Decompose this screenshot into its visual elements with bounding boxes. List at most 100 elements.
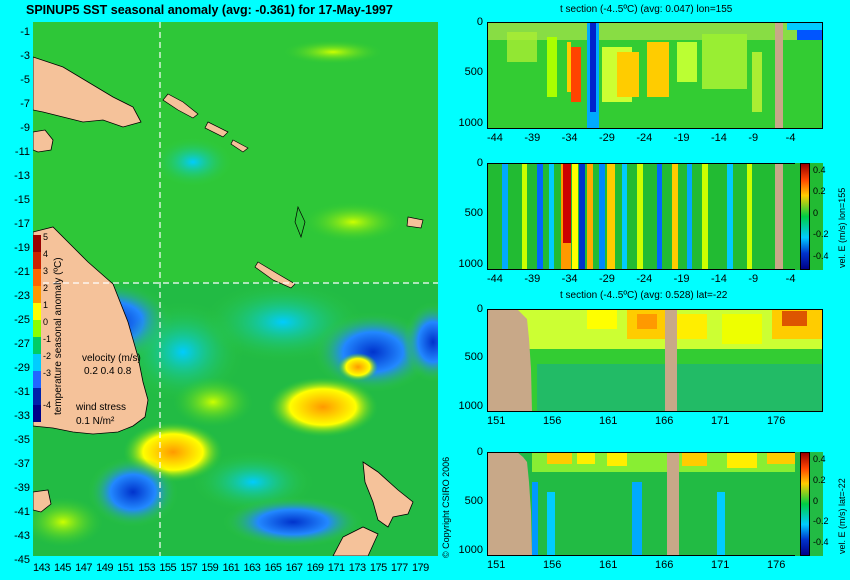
panel2-x-tick: -34 bbox=[561, 273, 578, 285]
lat-tick-label: -11 bbox=[14, 146, 30, 158]
cbar-tick: 0 bbox=[43, 317, 49, 327]
panel-vel-lat22[interactable] bbox=[487, 452, 795, 556]
panel4-svg bbox=[487, 452, 795, 556]
lon-tick-label: 163 bbox=[243, 562, 261, 574]
lon-tick-label: 155 bbox=[159, 562, 177, 574]
panel1-x-tick: -34 bbox=[561, 132, 578, 144]
lat-tick-label: -3 bbox=[20, 50, 30, 62]
cbar-tick: -4 bbox=[43, 400, 52, 410]
lon-tick-label: 171 bbox=[327, 562, 345, 574]
lat-tick-label: -45 bbox=[14, 554, 30, 566]
panel2-x-tick: -4 bbox=[785, 273, 796, 285]
lat-tick-label: -37 bbox=[14, 458, 30, 470]
panel4-colorbar-tick: 0 bbox=[813, 495, 819, 506]
panel2-svg bbox=[487, 163, 795, 270]
new-zealand-land bbox=[362, 461, 414, 528]
panel2-x-tick: -24 bbox=[636, 273, 653, 285]
panel3-y-tick: 0 bbox=[476, 303, 483, 315]
panel2-y-tick: 0 bbox=[476, 157, 483, 169]
lat-tick-label: -5 bbox=[20, 74, 30, 86]
panel2-colorbar-tick: 0 bbox=[813, 207, 819, 218]
lat-tick-label: -15 bbox=[14, 194, 30, 206]
panel2-colorbar-tick: 0.2 bbox=[813, 186, 826, 197]
panel2-y-tick: 1000 bbox=[458, 257, 483, 270]
lon-tick-label: 169 bbox=[306, 562, 324, 574]
panel-temp-lon155[interactable] bbox=[487, 22, 823, 129]
lat-tick-label: -35 bbox=[14, 434, 30, 446]
panel4-colorbar-tick: -0.4 bbox=[813, 537, 829, 548]
cbar-tick: 2 bbox=[43, 283, 49, 293]
cbar-tick: 4 bbox=[43, 249, 49, 259]
panel4-x-tick: 171 bbox=[711, 559, 730, 571]
panel2-x-tick: -29 bbox=[599, 273, 615, 285]
panel1-x-tick: -29 bbox=[599, 132, 615, 144]
lat-tick-label: -19 bbox=[14, 242, 30, 254]
main-title: SPINUP5 SST seasonal anomaly (avg: -0.36… bbox=[26, 3, 393, 17]
map-colorbar-label: temperature seasonal anomaly (ºC) bbox=[53, 257, 64, 415]
new-guinea-land bbox=[33, 56, 142, 128]
panel1-y-tick: 1000 bbox=[458, 116, 483, 129]
lon-tick-label: 167 bbox=[285, 562, 303, 574]
panel4-side-label: vel. E (m/s) lat=-22 bbox=[837, 478, 847, 554]
lon-tick-label: 145 bbox=[54, 562, 71, 574]
panel2-x-tick: -9 bbox=[748, 273, 759, 285]
cbar-tick: 5 bbox=[43, 232, 49, 242]
lat-tick-label: -1 bbox=[20, 26, 30, 38]
lon-tick-label: 147 bbox=[75, 562, 92, 574]
lon-tick-label: 143 bbox=[33, 562, 50, 574]
panel3-x-tick: 151 bbox=[487, 415, 506, 427]
lat-tick-label: -39 bbox=[14, 482, 30, 494]
australia-land bbox=[33, 226, 149, 435]
panel4-x-tick: 156 bbox=[543, 559, 562, 571]
panel2-x-tick: -14 bbox=[711, 273, 727, 285]
panel3-x-tick: 166 bbox=[655, 415, 674, 427]
wind-stress-scale: 0.1 N/m² bbox=[76, 416, 115, 427]
cbar-tick: 1 bbox=[43, 300, 49, 310]
panel1-y-tick: 0 bbox=[476, 16, 483, 28]
sst-map-svg bbox=[33, 22, 438, 556]
panel4-colorbar-tick: 0.4 bbox=[813, 454, 826, 464]
panel-vel-lon155[interactable] bbox=[487, 163, 795, 270]
cbar-tick: -1 bbox=[43, 334, 52, 344]
panel3-x-tick: 161 bbox=[599, 415, 618, 427]
panel2-colorbar bbox=[800, 163, 810, 270]
lon-tick-label: 153 bbox=[138, 562, 156, 574]
panel4-y-tick: 0 bbox=[476, 446, 483, 458]
panel1-svg bbox=[487, 22, 823, 129]
panel1-x-tick: -14 bbox=[711, 132, 727, 144]
panel2-colorbar-tick: 0.4 bbox=[813, 165, 826, 175]
lat-tick-label: -21 bbox=[14, 266, 30, 278]
lon-tick-label: 175 bbox=[369, 562, 387, 574]
lon-tick-label: 159 bbox=[201, 562, 219, 574]
panel3-y-tick: 1000 bbox=[458, 399, 483, 412]
panel1-x-tick: -9 bbox=[748, 132, 759, 144]
wind-stress-label: wind stress bbox=[76, 402, 127, 413]
lon-tick-label: 173 bbox=[348, 562, 366, 574]
lat-tick-label: -23 bbox=[14, 290, 30, 302]
cbar-tick: -3 bbox=[43, 368, 52, 378]
lat-tick-label: -7 bbox=[20, 98, 30, 110]
panel1-x-tick: -19 bbox=[673, 132, 690, 144]
panel3-x-tick: 176 bbox=[767, 415, 786, 427]
panel1-y-tick: 500 bbox=[464, 66, 483, 79]
panel2-colorbar-tick: -0.4 bbox=[813, 250, 829, 261]
velocity-label: velocity (m/s) bbox=[82, 353, 141, 364]
lat-tick-label: -17 bbox=[14, 218, 30, 230]
lat-tick-label: -9 bbox=[20, 122, 30, 134]
panel-temp-lat22[interactable] bbox=[487, 309, 823, 412]
panel1-x-tick: -39 bbox=[524, 132, 541, 144]
lon-tick-label: 161 bbox=[222, 562, 240, 574]
panel4-x-tick: 161 bbox=[599, 559, 618, 571]
lat-tick-label: -13 bbox=[14, 170, 30, 182]
panel3-y-tick: 500 bbox=[464, 351, 483, 364]
lon-tick-label: 157 bbox=[180, 562, 198, 574]
panel1-title: t section (-4..5ºC) (avg: 0.047) lon=155 bbox=[560, 4, 733, 15]
panel4-y-tick: 500 bbox=[464, 494, 483, 507]
panel1-x-tick: -44 bbox=[487, 132, 503, 144]
map-colorbar bbox=[33, 235, 41, 422]
panel2-side-label: vel. E (m/s) lon=155 bbox=[837, 187, 847, 268]
panel2-x-tick: -39 bbox=[524, 273, 541, 285]
panel4-colorbar-tick: -0.2 bbox=[813, 516, 829, 527]
lat-tick-label: -27 bbox=[14, 338, 30, 350]
sst-map[interactable] bbox=[33, 22, 438, 556]
